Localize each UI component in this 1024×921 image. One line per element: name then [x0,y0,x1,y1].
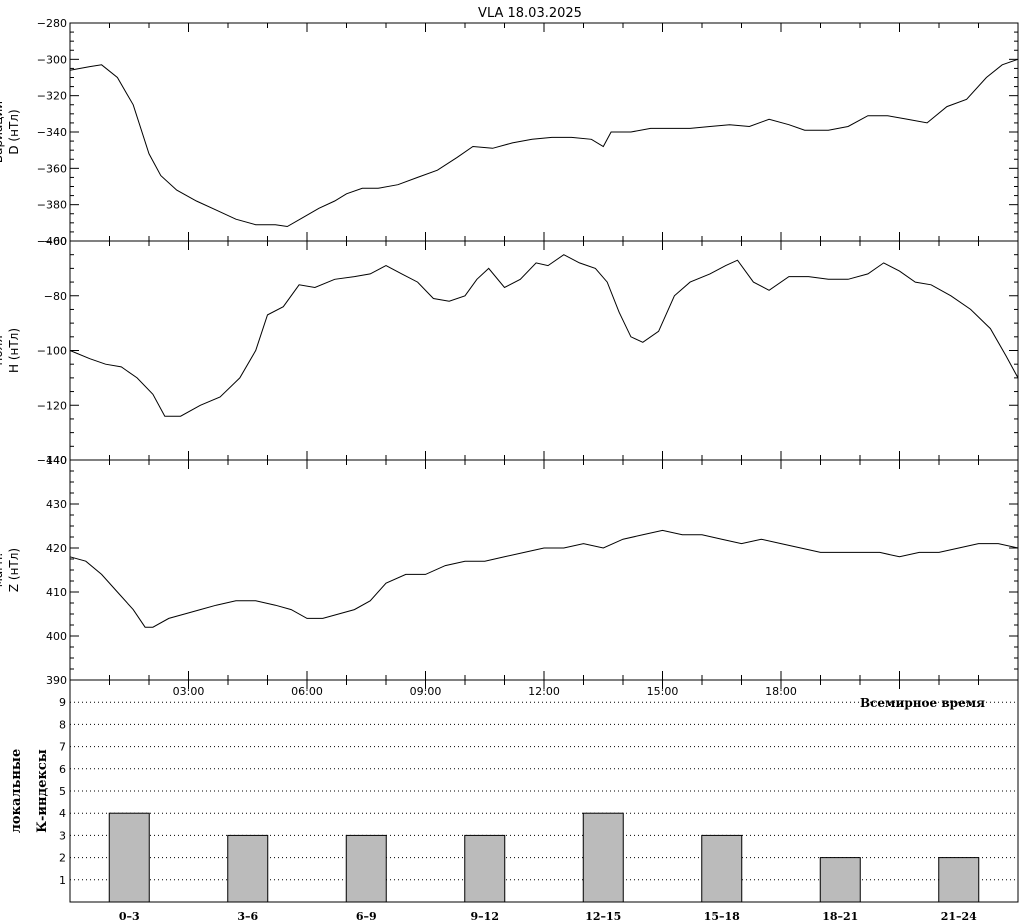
k-bar [464,834,506,903]
y-tick-label: 390 [46,674,67,687]
series-H-line [69,254,1019,417]
y-tick-label: −300 [37,53,67,66]
y-tick-label: −120 [37,399,67,412]
panel-Z: 390 400 410 420 430 440 Z (нТл)магн. [0,454,1019,687]
panel-Z-ylabel: Z (нТл) [7,548,21,592]
series-D-line [69,58,1019,228]
k-category-label: 0–3 [119,910,140,921]
time-label: 18:00 [765,685,797,698]
k-category-label: 12–15 [585,910,621,921]
k-category-label: 15–18 [704,910,740,921]
panel-Z-frame [69,459,1019,681]
k-tick-label: 1 [59,874,66,887]
y-tick-label: −80 [44,290,67,303]
k-bar [345,834,387,903]
y-tick-label: −140 [37,454,67,467]
y-tick-label: 430 [46,498,67,511]
y-tick-label: 410 [46,586,67,599]
y-tick-label: 440 [46,454,67,467]
k-tick-label: 4 [59,807,66,820]
y-tick-label: −60 [44,235,67,248]
panel-D-ylabel-cut: Вариации [0,101,5,163]
k-bar [108,812,150,903]
k-category-label: 18–21 [822,910,858,921]
time-label: 09:00 [410,685,442,698]
series-Z-line [69,529,1019,628]
time-label: 03:00 [173,685,205,698]
k-tick-label: 8 [59,718,66,731]
k-bar [582,812,624,903]
y-tick-label: −320 [37,90,67,103]
panel-D-ylabel: D (нТл) [7,109,21,154]
panel-H-ylabel-cut: поля [0,335,5,365]
panel-H-ylabel: H (нТл) [7,328,21,373]
k-tick-label: 5 [59,785,66,798]
k-ylabel-line1: локальные [9,749,24,833]
y-tick-label: −340 [37,126,67,139]
k-category-label: 9–12 [471,910,499,921]
panel-D: −400 −380 −360 −340 −320 −300 −280 D (нТл)Вариа… [0,17,1019,248]
y-tick-label: −100 [37,345,67,358]
time-label: 06:00 [291,685,323,698]
k-tick-label: 2 [59,852,66,865]
k-index-panel: 03:00 06:00 09:00 12:00 15:00 18:00 Всемирное … [9,679,1019,921]
time-label: 12:00 [528,685,560,698]
k-panel-frame [69,679,1019,903]
k-bar [938,857,980,903]
k-tick-label: 3 [59,829,66,842]
k-category-label: 21–24 [941,910,977,921]
y-tick-label: −360 [37,162,67,175]
time-label: 15:00 [647,685,679,698]
y-tick-label: −380 [37,199,67,212]
k-bar [819,857,861,903]
y-tick-label: 420 [46,542,67,555]
y-tick-label: −280 [37,17,67,30]
panel-H-frame [69,240,1019,461]
panel-Z-ylabel-cut: магн. [0,553,5,587]
k-tick-label: 6 [59,763,66,776]
y-tick-label: 400 [46,630,67,643]
k-category-label: 6–9 [356,910,377,921]
k-ylabel-line2: К-индексы [35,749,50,833]
k-bar [701,834,743,903]
k-tick-label: 9 [59,696,66,709]
k-tick-label: 7 [59,741,66,754]
k-bar [227,834,269,903]
panel-H: −140 −120 −100 −80 −60 H (нТл)поля [0,235,1019,467]
chart-title: VLA 18.03.2025 [478,6,582,21]
k-category-label: 3–6 [237,910,258,921]
y-tick-label: −400 [37,235,67,248]
variation-panels: −400 −380 −360 −340 −320 −300 −280 D (нТл)Вариа… [0,17,1019,687]
x-axis-label: Всемирное время [860,696,985,710]
